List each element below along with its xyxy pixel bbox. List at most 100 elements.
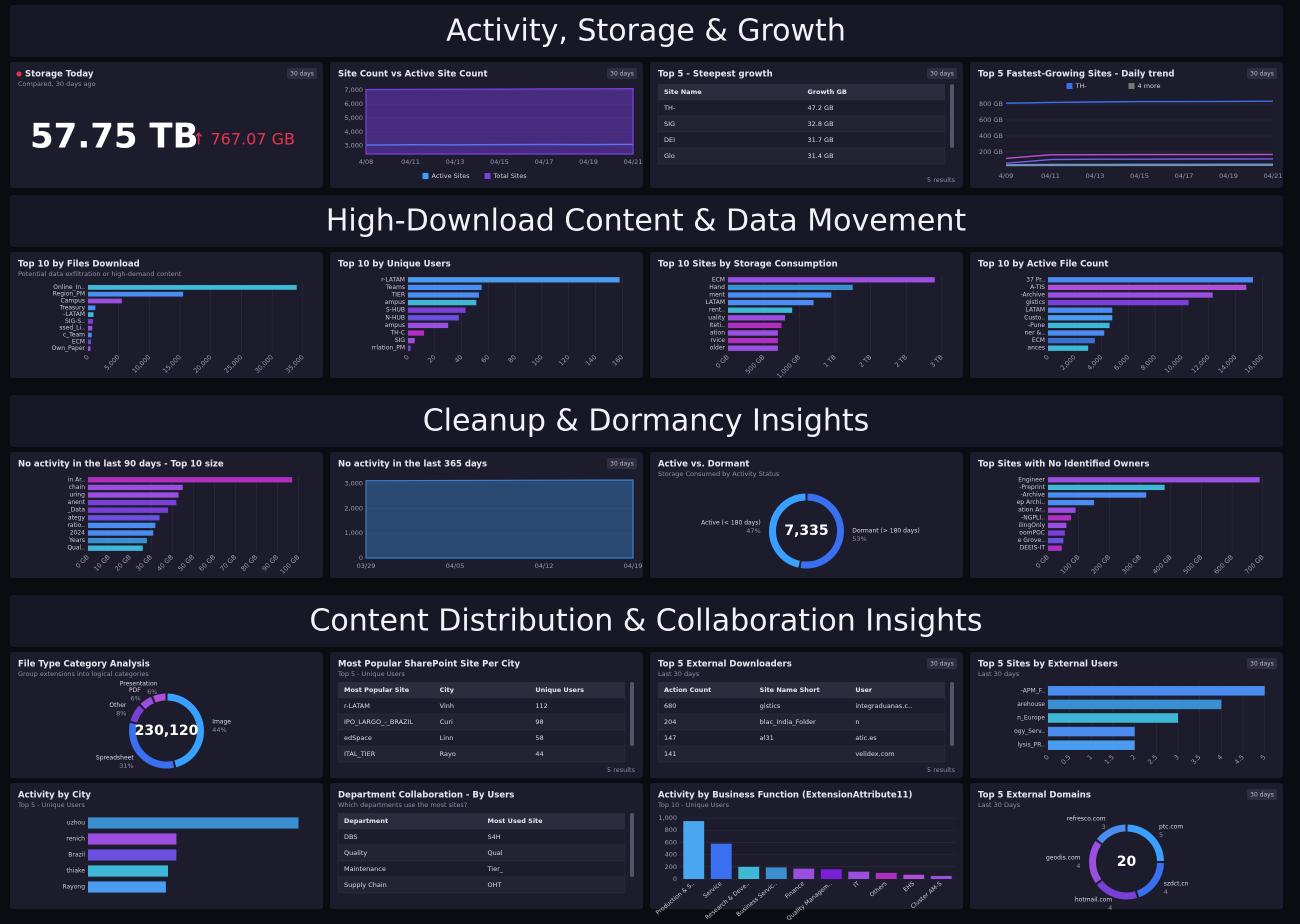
panel-title: Top 5 Fastest-Growing Sites - Daily tren… xyxy=(978,70,1175,80)
category-label: LATAM xyxy=(705,299,725,306)
slice-label: geodis.com xyxy=(1046,855,1081,862)
column-header: City xyxy=(440,686,455,694)
x-tick-label: 04/15 xyxy=(1130,172,1149,180)
slice-label: Other xyxy=(109,702,127,709)
badge: 30 days xyxy=(1250,661,1274,668)
category-label: ances xyxy=(1027,345,1045,352)
table-cell: OHT xyxy=(488,881,502,889)
x-tick-label: 04/05 xyxy=(446,562,465,570)
bar xyxy=(728,292,831,297)
table-cell: 31.7 GB xyxy=(808,136,834,144)
panel-title: Top 10 Sites by Storage Consumption xyxy=(658,260,838,270)
panel-subtitle: Last 30 days xyxy=(978,670,1020,678)
panel-subtitle: Group extensions into logical categories xyxy=(18,670,149,678)
category-label: renich xyxy=(66,836,85,843)
category-label: chain xyxy=(69,484,85,491)
panel-bg xyxy=(650,252,963,378)
panel-title: No activity in the last 90 days - Top 10… xyxy=(18,460,224,470)
badge: 30 days xyxy=(1250,71,1274,78)
panel-subtitle: Which departments use the most sites? xyxy=(338,801,467,809)
bar xyxy=(1048,285,1246,290)
x-tick-label: 04/19 xyxy=(624,562,643,570)
bar xyxy=(1048,546,1062,551)
bar xyxy=(848,872,869,879)
category-label: ategy xyxy=(68,514,86,521)
slice-value: 3 xyxy=(1101,823,1105,831)
x-tick-label: 04/19 xyxy=(579,158,598,166)
bar xyxy=(88,312,94,317)
panel-title: Storage Today xyxy=(25,70,94,80)
bar xyxy=(876,873,897,879)
category-label: DEEIS-IT xyxy=(1020,545,1046,552)
legend-label: Active Sites xyxy=(432,172,471,180)
category-label: ratio.. xyxy=(67,522,85,529)
slice-label: hotmail.com xyxy=(1075,896,1113,903)
panel-title: Top 5 External Downloaders xyxy=(658,660,792,670)
table-row xyxy=(658,148,945,164)
bar xyxy=(88,346,90,351)
bar xyxy=(1048,338,1095,343)
bar xyxy=(1048,485,1165,490)
bar xyxy=(1048,727,1135,737)
x-tick-label: 04/12 xyxy=(535,562,554,570)
panel: Activity by Business Function (Extension… xyxy=(650,783,963,920)
category-label: _Data xyxy=(67,507,86,514)
bar xyxy=(88,817,298,828)
y-tick-label: 3,000 xyxy=(344,479,363,487)
category-label: Qual.. xyxy=(67,545,85,552)
table-cell: integraduanas.c.. xyxy=(855,702,912,710)
table-cell: 98 xyxy=(535,718,543,726)
slice-value: 6% xyxy=(147,688,157,696)
x-tick-label: 04/17 xyxy=(1175,172,1194,180)
bar xyxy=(408,277,620,282)
category-label: TH-C xyxy=(389,330,405,337)
category-label: ilingOnly xyxy=(1019,522,1046,529)
table-cell: SIG xyxy=(664,120,675,128)
bar xyxy=(88,538,147,543)
table-cell: IPO_LARGO_-_BRAZIL xyxy=(344,718,413,726)
donut-center: 7,335 xyxy=(784,523,828,539)
table-cell: 58 xyxy=(535,734,543,742)
bar xyxy=(88,339,91,344)
y-tick-label: 800 xyxy=(665,826,677,834)
category-label: thiake xyxy=(67,868,86,875)
badge: 30 days xyxy=(1250,792,1274,799)
table-row xyxy=(338,829,625,845)
slice-label: ptc.com xyxy=(1159,823,1183,830)
category-label: 2024 xyxy=(70,530,85,537)
bar xyxy=(408,346,411,351)
x-tick-label: 04/15 xyxy=(490,158,509,166)
legend-label: Total Sites xyxy=(493,172,528,180)
bar xyxy=(1048,713,1178,723)
section-title: Cleanup & Dormancy Insights xyxy=(423,404,870,439)
bar xyxy=(1048,508,1076,513)
panel-bg xyxy=(970,452,1283,578)
bar xyxy=(88,305,95,310)
slice-label: refresco.com xyxy=(1067,815,1106,822)
panel-title: Activity by City xyxy=(18,791,91,801)
bar xyxy=(88,865,168,876)
table-cell: 44 xyxy=(535,750,543,758)
panel-title: Site Count vs Active Site Count xyxy=(338,70,488,80)
bar xyxy=(1048,477,1260,482)
category-label: ECM xyxy=(712,276,725,283)
bar xyxy=(88,508,168,513)
panel: Department Collaboration - By UsersWhich… xyxy=(330,783,643,909)
category-label: N-HUB xyxy=(385,314,405,321)
bar xyxy=(728,346,778,351)
category-label: -NGPLI.. xyxy=(1021,514,1045,521)
column-header: Department xyxy=(344,817,388,825)
table-cell: ITAL_TIER xyxy=(344,750,376,758)
category-label: SIG xyxy=(395,337,406,344)
slice-value: 6% xyxy=(130,695,140,703)
bar xyxy=(738,867,759,879)
status-dot xyxy=(17,72,22,77)
bar xyxy=(728,285,853,290)
table-cell: 47.2 GB xyxy=(808,104,834,112)
y-tick-label: 0 xyxy=(673,875,677,883)
table-cell: atic.es xyxy=(855,734,877,742)
